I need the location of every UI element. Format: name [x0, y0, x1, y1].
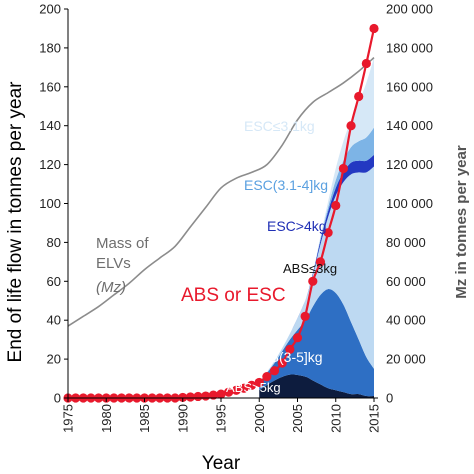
mass-of-elvs-line [67, 57, 375, 327]
abs-or-esc-point-2000 [254, 377, 264, 388]
abs-or-esc-point-1990 [178, 392, 188, 403]
annotation-abs-3-5: ABS(3-5]kg [251, 349, 323, 365]
x-tick-label: 2000 [252, 404, 267, 433]
area-esc-3-1-4-kg [259, 127, 374, 383]
abs-or-esc-point-2011 [338, 163, 348, 174]
y-tick-label: 20 [47, 352, 61, 367]
y-tick-label: 100 [39, 196, 61, 211]
annotation-esc-gt-4: ESC>4kg [267, 218, 327, 234]
annotation-esc-le-3-1: ESC≤3.1kg [244, 118, 315, 134]
y-tick-label: 80 [47, 235, 61, 250]
y2-tick-label: 140 000 [386, 118, 433, 133]
x-tick-label: 2010 [328, 404, 343, 433]
abs-or-esc-point-2002 [269, 366, 280, 376]
x-axis-title: Year [202, 453, 241, 474]
abs-or-esc-point-2014 [361, 58, 371, 69]
y-tick-label: 140 [39, 118, 61, 133]
abs-or-esc-point-1996 [224, 387, 234, 397]
y2-tick-label: 200 000 [386, 2, 433, 17]
y-tick-label: 0 [54, 391, 61, 406]
abs-or-esc-point-2012 [346, 121, 356, 131]
axes [64, 8, 378, 402]
x-tick-label: 1980 [99, 404, 114, 433]
y2-tick-label: 120 000 [386, 157, 433, 172]
abs-or-esc-point-1997 [231, 385, 241, 395]
y2-tick-label: 0 [386, 391, 393, 406]
annotation-esc-3-1-4: ESC(3.1-4]kg [244, 177, 328, 193]
abs-or-esc-point-2008 [315, 257, 326, 267]
annotation-mass-line2: ELVs [96, 255, 131, 272]
x-tick-label: 1985 [137, 404, 152, 433]
area-abs-3-5-kg [259, 289, 374, 397]
abs-or-esc-point-1998 [239, 383, 249, 393]
abs-or-esc-point-1991 [185, 392, 195, 402]
annotation-mass-line3: (Mz) [96, 279, 126, 296]
abs-or-esc-point-2005 [292, 333, 303, 343]
y2-axis-title: Mz in tonnes per year [453, 145, 470, 299]
abs-or-esc-point-2013 [354, 91, 364, 102]
y-axis-title: End of life flow in tonnes per year [5, 81, 26, 363]
stacked-areas [259, 57, 374, 398]
y2-tick-label: 60 000 [386, 274, 426, 289]
y2-tick-label: 100 000 [386, 196, 433, 211]
y-tick-label: 160 [39, 79, 61, 94]
y2-tick-label: 80 000 [386, 235, 426, 250]
annotation-abs-gt-5: ABS>5kg [226, 380, 281, 395]
x-tick-label: 2015 [367, 404, 382, 433]
y2-tick-label: 40 000 [386, 313, 426, 328]
abs-or-esc-point-1995 [216, 389, 226, 399]
annotation-abs-le-3: ABS≤3kg [283, 261, 337, 276]
y-tick-label: 40 [47, 313, 61, 328]
abs-or-esc-point-2015 [369, 23, 379, 34]
x-tick-label: 2005 [290, 404, 305, 433]
x-tick-label: 1975 [61, 404, 76, 433]
abs-or-esc-point-2009 [323, 228, 333, 238]
x-tick-label: 1990 [175, 404, 190, 433]
abs-or-esc-point-2007 [308, 276, 318, 286]
y2-tick-label: 20 000 [386, 352, 426, 367]
y-tick-label: 120 [39, 157, 61, 172]
abs-or-esc-point-2001 [262, 372, 272, 382]
area-abs-5kg [259, 374, 374, 398]
area-abs-3kg [259, 166, 374, 383]
x-tick-label: 1995 [214, 404, 229, 433]
annotation-abs-or-esc: ABS or ESC [181, 285, 286, 306]
abs-or-esc-point-2004 [285, 344, 295, 354]
abs-or-esc-point-1994 [208, 390, 218, 400]
abs-or-esc-point-1992 [193, 391, 203, 402]
y-tick-label: 200 [39, 2, 61, 17]
area-esc-3-1kg [259, 57, 374, 383]
annotation-mass-line1: Mass of [96, 235, 149, 252]
y-tick-label: 180 [39, 40, 61, 55]
y2-tick-label: 180 000 [386, 40, 433, 55]
mass-of-elvs-series [67, 57, 375, 327]
abs-or-esc-point-2003 [277, 358, 287, 368]
abs-or-esc-point-2010 [331, 200, 341, 211]
abs-or-esc-point-2006 [300, 311, 310, 321]
y-tick-label: 60 [47, 274, 61, 289]
y2-tick-label: 160 000 [386, 79, 433, 94]
abs-or-esc-point-1999 [247, 380, 257, 390]
